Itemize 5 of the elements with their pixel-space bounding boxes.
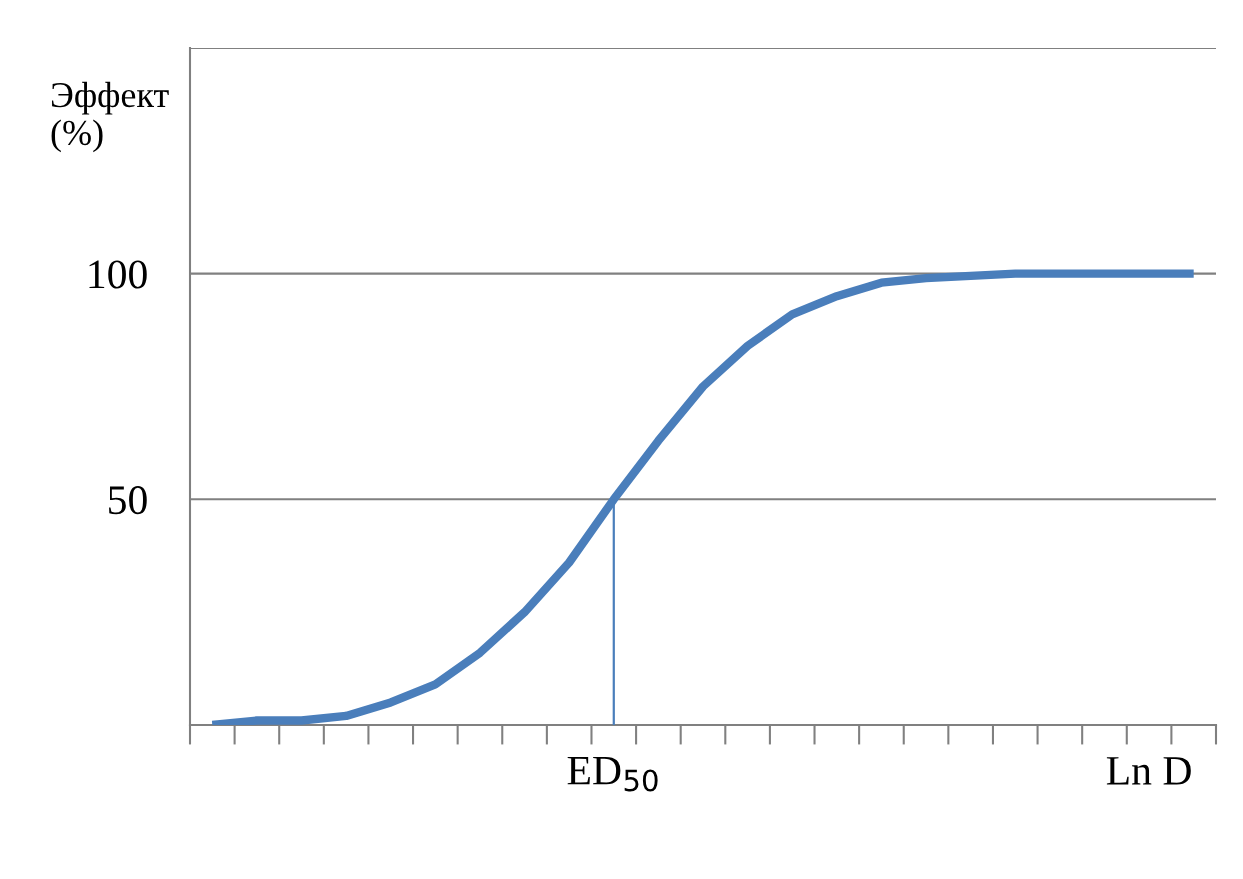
x-tick-label: ED$_{50}$ <box>567 756 658 792</box>
y-axis-title: Эффект (%) <box>51 81 169 153</box>
x-tick-label: Ln D <box>1106 757 1191 785</box>
y-tick-label: 100 <box>89 260 147 289</box>
y-tick-label: 50 <box>109 486 147 515</box>
